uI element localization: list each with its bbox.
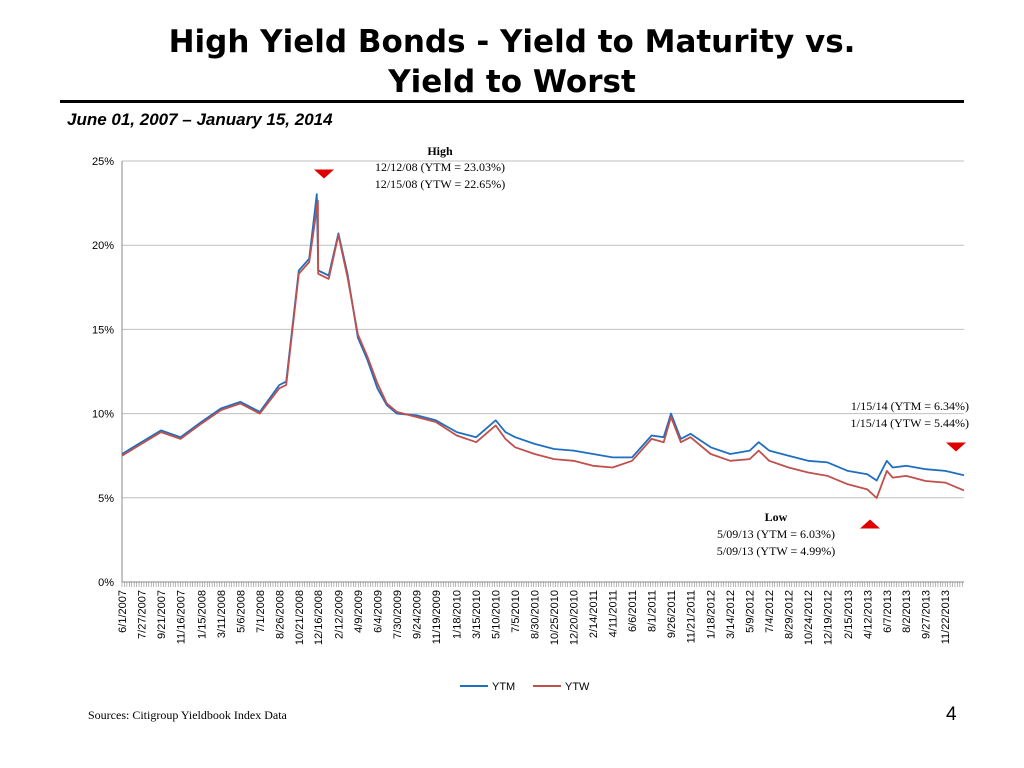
x-tick-label: 5/9/2012 [745,590,757,633]
x-tick-label: 6/6/2011 [627,590,639,632]
x-tick-label: 10/24/2012 [803,590,815,645]
x-tick-label: 5/6/2008 [235,590,247,633]
x-tick-label: 8/26/2008 [274,590,286,639]
low-annotation-ytm: 5/09/13 (YTM = 6.03%) [717,527,835,541]
x-tick-label: 6/4/2009 [372,590,384,633]
x-tick-label: 3/14/2012 [725,590,737,639]
x-minor-ticks [121,582,963,587]
x-tick-label: 1/15/2008 [196,590,208,639]
x-tick-label: 7/4/2012 [764,590,776,633]
x-tick-label: 4/9/2009 [353,590,365,633]
low-annotation-ytw: 5/09/13 (YTW = 4.99%) [717,544,836,558]
x-tick-label: 7/5/2010 [510,590,522,633]
x-tick-label: 10/25/2010 [549,590,561,645]
x-tick-label: 8/30/2010 [530,590,542,639]
y-tick-label: 15% [92,324,114,336]
source-note: Sources: Citigroup Yieldbook Index Data [88,708,287,722]
series-line-ytm [121,193,965,482]
high-annotation-ytw: 12/15/08 (YTW = 22.65%) [375,177,506,191]
x-tick-label: 4/11/2011 [608,590,620,637]
x-tick-label: 11/19/2009 [431,590,443,644]
x-tick-label: 11/21/2011 [686,590,698,643]
x-tick-label: 3/11/2008 [216,590,228,638]
last-annotation-ytw: 1/15/14 (YTW = 5.44%) [850,416,969,430]
title-divider [60,100,964,103]
x-tick-label: 1/18/2010 [452,590,464,639]
series-line-ytw [121,199,965,499]
slide-title-line-2: Yield to Worst [388,64,636,100]
page-number: 4 [946,704,957,725]
x-tick-label: 8/29/2012 [784,590,796,639]
x-tick-label: 8/1/2011 [647,590,659,632]
x-tick-label: 9/21/2007 [156,590,168,639]
x-tick-label: 8/2/2013 [901,590,913,633]
x-tick-label: 7/1/2008 [255,590,267,633]
x-tick-label: 2/15/2013 [843,590,855,639]
last-value-marker-icon [946,442,966,452]
y-tick-label: 25% [92,156,114,168]
x-tick-label: 9/26/2011 [666,590,678,638]
y-tick-label: 5% [98,493,114,505]
x-tick-label: 12/16/2008 [313,590,325,645]
x-tick-label: 12/20/2010 [569,590,581,645]
x-tick-label: 2/12/2009 [333,590,345,639]
x-tick-label: 6/7/2013 [882,590,894,633]
last-annotation-ytm: 1/15/14 (YTM = 6.34%) [851,399,969,413]
y-tick-label: 10% [92,409,114,421]
high-annotation-heading: High [427,144,453,158]
legend-label-ytm: YTM [492,681,515,693]
x-tick-label: 5/10/2010 [491,590,503,639]
x-tick-label: 1/18/2012 [706,590,718,639]
y-tick-label: 20% [92,240,114,252]
x-tick-label: 3/15/2010 [471,590,483,639]
slide-title-line-1: High Yield Bonds - Yield to Maturity vs. [168,24,856,60]
x-tick-label: 4/12/2013 [862,590,874,639]
x-tick-label: 6/1/2007 [117,590,129,633]
y-tick-label: 0% [98,577,114,589]
x-tick-label: 12/19/2012 [823,590,835,645]
date-range-subtitle: June 01, 2007 – January 15, 2014 [67,110,333,129]
x-tick-label: 9/27/2013 [921,590,933,639]
x-tick-label: 10/21/2008 [294,590,306,645]
low-marker-icon [860,519,880,529]
x-tick-label: 7/30/2009 [392,590,404,639]
x-tick-label: 7/27/2007 [136,590,148,639]
x-tick-label: 11/16/2007 [175,590,187,644]
x-tick-label: 9/24/2009 [411,590,423,639]
high-marker-icon [314,169,334,179]
low-annotation-heading: Low [765,510,788,524]
x-tick-label: 2/14/2011 [588,590,600,638]
slide-title: High Yield Bonds - Yield to Maturity vs.… [0,22,1024,102]
high-annotation-ytm: 12/12/08 (YTM = 23.03%) [375,160,505,174]
legend-label-ytw: YTW [565,681,590,693]
x-tick-label: 11/22/2013 [940,590,952,644]
